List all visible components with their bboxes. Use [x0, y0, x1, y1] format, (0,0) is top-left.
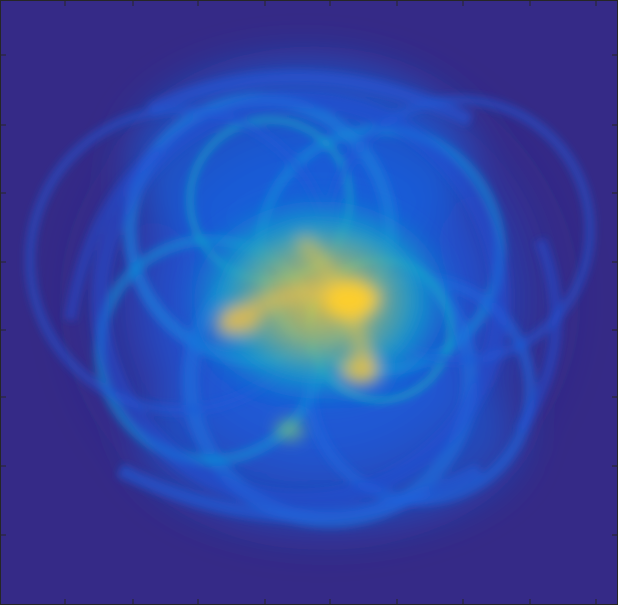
bright-core [180, 190, 460, 440]
